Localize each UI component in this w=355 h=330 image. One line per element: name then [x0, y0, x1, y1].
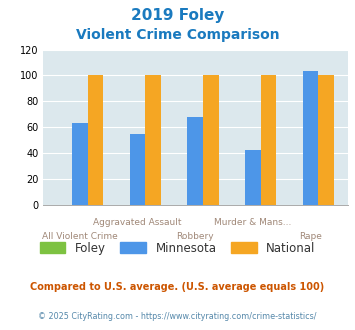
- Bar: [130, 134, 145, 205]
- Text: © 2025 CityRating.com - https://www.cityrating.com/crime-statistics/: © 2025 CityRating.com - https://www.city…: [38, 312, 317, 321]
- Text: 2019 Foley: 2019 Foley: [131, 8, 224, 23]
- Bar: [318, 75, 334, 205]
- Text: Murder & Mans...: Murder & Mans...: [214, 218, 292, 227]
- Bar: [187, 117, 203, 205]
- Bar: [245, 150, 261, 205]
- Bar: [145, 75, 161, 205]
- Bar: [203, 75, 219, 205]
- Bar: [72, 123, 88, 205]
- Bar: [88, 75, 103, 205]
- Text: Compared to U.S. average. (U.S. average equals 100): Compared to U.S. average. (U.S. average …: [31, 282, 324, 292]
- Legend: Foley, Minnesota, National: Foley, Minnesota, National: [35, 237, 320, 259]
- Text: Robbery: Robbery: [176, 232, 214, 241]
- Text: Rape: Rape: [299, 232, 322, 241]
- Text: Aggravated Assault: Aggravated Assault: [93, 218, 182, 227]
- Text: Violent Crime Comparison: Violent Crime Comparison: [76, 28, 279, 42]
- Bar: [303, 72, 318, 205]
- Text: All Violent Crime: All Violent Crime: [42, 232, 118, 241]
- Bar: [261, 75, 276, 205]
